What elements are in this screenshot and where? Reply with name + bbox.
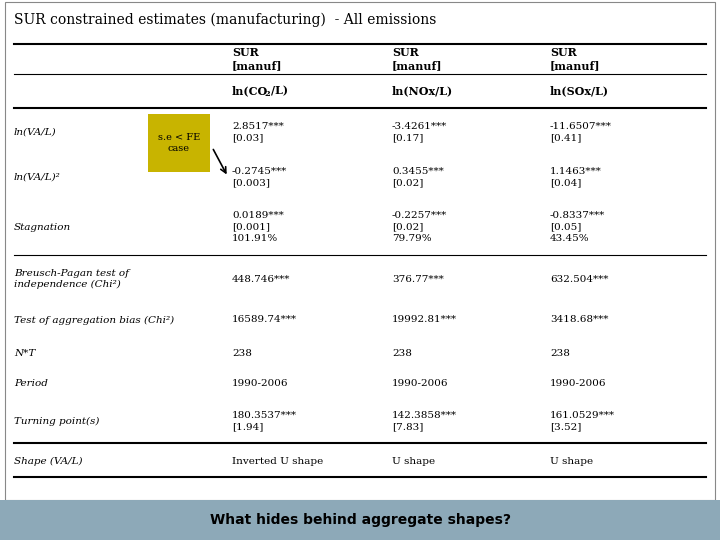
- Text: ln(CO: ln(CO: [232, 85, 269, 97]
- Text: N*T: N*T: [14, 348, 35, 357]
- Text: U shape: U shape: [550, 456, 593, 465]
- Text: Stagnation: Stagnation: [14, 222, 71, 232]
- Text: Period: Period: [14, 379, 48, 388]
- Text: -11.6507***
[0.41]: -11.6507*** [0.41]: [550, 122, 612, 142]
- Text: 1990-2006: 1990-2006: [392, 379, 449, 388]
- Text: 376.77***: 376.77***: [392, 274, 444, 284]
- Text: 0.3455***
[0.02]: 0.3455*** [0.02]: [392, 167, 444, 187]
- Text: 142.3858***
[7.83]: 142.3858*** [7.83]: [392, 411, 457, 431]
- Text: Shape (VA/L): Shape (VA/L): [14, 456, 83, 465]
- Text: Turning point(s): Turning point(s): [14, 416, 99, 426]
- Text: 1990-2006: 1990-2006: [232, 379, 289, 388]
- Bar: [0, 500, 720, 540]
- Text: 238: 238: [232, 348, 252, 357]
- Text: ln(NOx/L): ln(NOx/L): [392, 85, 453, 97]
- Bar: [148, 114, 210, 172]
- Text: SUR
[manuf]: SUR [manuf]: [550, 46, 600, 71]
- Text: 238: 238: [550, 348, 570, 357]
- Text: 632.504***: 632.504***: [550, 274, 608, 284]
- Text: 3418.68***: 3418.68***: [550, 315, 608, 325]
- Text: SUR
[manuf]: SUR [manuf]: [392, 46, 443, 71]
- Text: 161.0529***
[3.52]: 161.0529*** [3.52]: [550, 411, 615, 431]
- Text: 0.0189***
[0.001]
101.91%: 0.0189*** [0.001] 101.91%: [232, 211, 284, 242]
- Text: 16589.74***: 16589.74***: [232, 315, 297, 325]
- Text: 238: 238: [392, 348, 412, 357]
- Text: -3.4261***
[0.17]: -3.4261*** [0.17]: [392, 122, 447, 142]
- Text: SUR constrained estimates (manufacturing)  - All emissions: SUR constrained estimates (manufacturing…: [14, 13, 436, 27]
- Text: Inverted U shape: Inverted U shape: [232, 456, 323, 465]
- Text: 1990-2006: 1990-2006: [550, 379, 606, 388]
- Text: -0.8337***
[0.05]
43.45%: -0.8337*** [0.05] 43.45%: [550, 211, 606, 242]
- Text: U shape: U shape: [392, 456, 435, 465]
- Text: What hides behind aggregate shapes?: What hides behind aggregate shapes?: [210, 513, 510, 527]
- Text: ln(VA/L)²: ln(VA/L)²: [14, 172, 60, 181]
- Text: -0.2257***
[0.02]
79.79%: -0.2257*** [0.02] 79.79%: [392, 211, 447, 242]
- Text: /L): /L): [271, 85, 288, 97]
- Text: -0.2745***
[0.003]: -0.2745*** [0.003]: [232, 167, 287, 187]
- Text: SUR
[manuf]: SUR [manuf]: [232, 46, 282, 71]
- Text: 2: 2: [264, 90, 270, 98]
- Text: Test of aggregation bias (Chi²): Test of aggregation bias (Chi²): [14, 315, 174, 325]
- Text: 448.746***: 448.746***: [232, 274, 290, 284]
- Text: 2.8517***
[0.03]: 2.8517*** [0.03]: [232, 122, 284, 142]
- Text: 19992.81***: 19992.81***: [392, 315, 457, 325]
- Text: ln(VA/L): ln(VA/L): [14, 127, 57, 137]
- Text: Breusch-Pagan test of
independence (Chi²): Breusch-Pagan test of independence (Chi²…: [14, 269, 129, 289]
- Text: ln(SOx/L): ln(SOx/L): [550, 85, 609, 97]
- Text: s.e < FE
case: s.e < FE case: [158, 133, 200, 153]
- Text: 180.3537***
[1.94]: 180.3537*** [1.94]: [232, 411, 297, 431]
- Text: 1.1463***
[0.04]: 1.1463*** [0.04]: [550, 167, 602, 187]
